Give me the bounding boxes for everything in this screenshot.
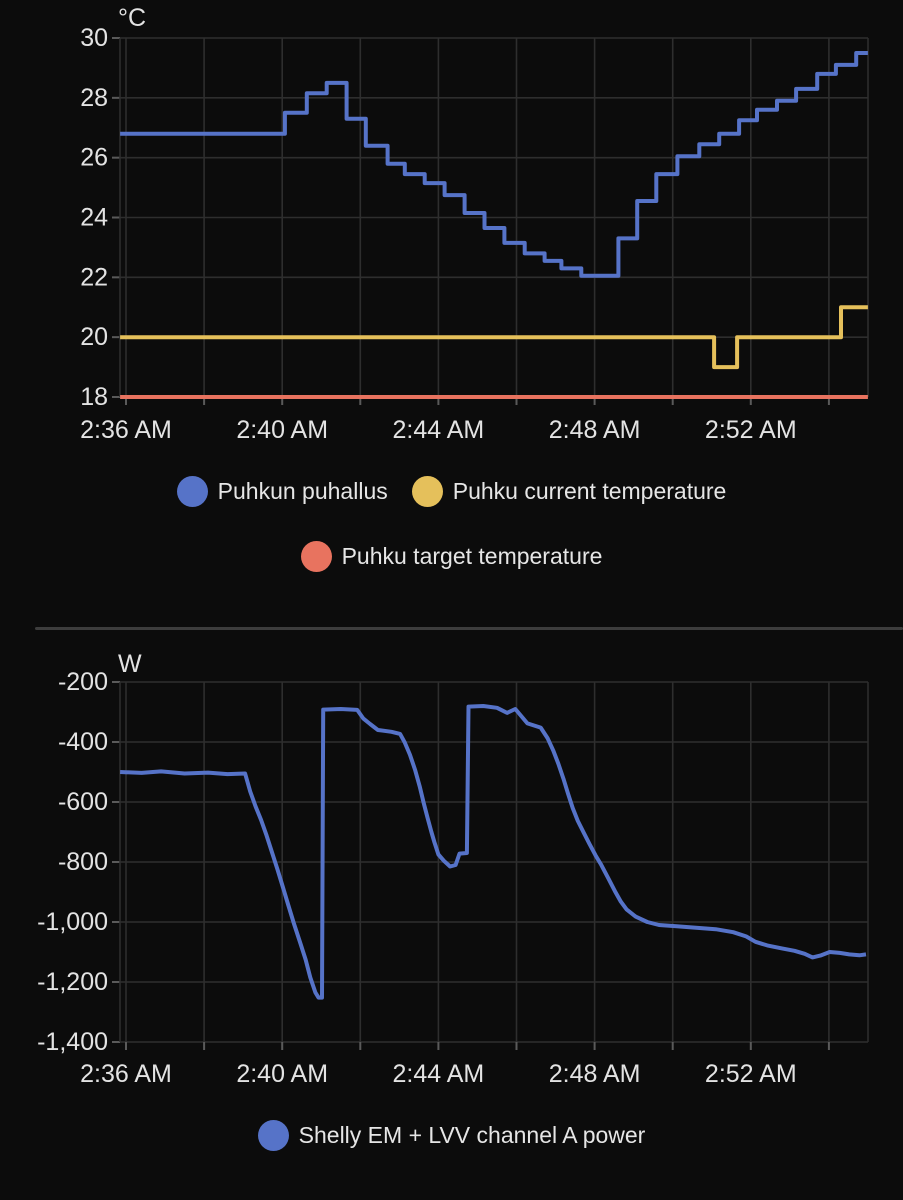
- temperature-legend: Puhkun puhallus Puhku current temperature…: [0, 476, 903, 572]
- x-axis-tick-label: 2:36 AM: [80, 1060, 172, 1088]
- y-axis-tick-label: 24: [80, 204, 108, 232]
- y-axis-tick-label: -1,200: [37, 968, 108, 996]
- legend-item-puhku-current-temperature[interactable]: Puhku current temperature: [411, 476, 727, 507]
- y-axis-tick-label: -1,400: [37, 1028, 108, 1056]
- x-axis-tick-label: 2:44 AM: [393, 1060, 485, 1088]
- x-axis-tick-label: 2:40 AM: [236, 416, 328, 444]
- legend-row: Puhkun puhallus Puhku current temperature: [176, 476, 727, 507]
- y-axis-tick-label: -600: [58, 788, 108, 816]
- y-axis-tick-label: -200: [58, 668, 108, 696]
- x-axis-tick-label: 2:48 AM: [549, 416, 641, 444]
- series-color-dot-icon: [257, 1120, 289, 1151]
- y-axis-tick-label: 22: [80, 263, 108, 291]
- x-axis-tick-label: 2:52 AM: [705, 1060, 797, 1088]
- y-axis-tick-label: 30: [80, 24, 108, 52]
- y-axis-tick-label: 26: [80, 144, 108, 172]
- legend-label: Puhku current temperature: [452, 478, 727, 504]
- x-axis-tick-label: 2:36 AM: [80, 416, 172, 444]
- legend-item-puhkun-puhallus[interactable]: Puhkun puhallus: [176, 476, 388, 507]
- legend-row: Puhku target temperature: [300, 541, 603, 572]
- x-axis-tick-label: 2:40 AM: [236, 1060, 328, 1088]
- power-legend: Shelly EM + LVV channel A power: [0, 1120, 903, 1151]
- x-axis-tick-label: 2:44 AM: [393, 416, 485, 444]
- legend-label: Puhkun puhallus: [217, 478, 388, 504]
- y-axis-tick-label: -1,000: [37, 908, 108, 936]
- temperature-chart: 18 20 22 24 26 28 30 2:36 AM 2:40 AM 2:44 AM 2:48 …: [80, 4, 869, 444]
- y-axis-tick-label: -800: [58, 848, 108, 876]
- x-axis-tick-label: 2:48 AM: [549, 1060, 641, 1088]
- y-axis-tick-label: 28: [80, 84, 108, 112]
- legend-item-puhku-target-temperature[interactable]: Puhku target temperature: [300, 541, 603, 572]
- series-color-dot-icon: [411, 476, 443, 507]
- legend-label: Puhku target temperature: [341, 543, 603, 569]
- legend-item-shelly-em-lvv-channel-a-power[interactable]: Shelly EM + LVV channel A power: [257, 1120, 646, 1151]
- series-color-dot-icon: [300, 541, 332, 572]
- legend-row: Shelly EM + LVV channel A power: [257, 1120, 646, 1151]
- legend-label: Shelly EM + LVV channel A power: [298, 1122, 646, 1148]
- y-axis-tick-label: -400: [58, 728, 108, 756]
- series-color-dot-icon: [176, 476, 208, 507]
- y-axis-unit-label: °C: [118, 4, 146, 32]
- x-axis-tick-label: 2:52 AM: [705, 416, 797, 444]
- y-axis-tick-label: 18: [80, 383, 108, 411]
- series-line-shelly-em-lvv-channel-a-power: [120, 704, 867, 1000]
- y-axis-tick-label: 20: [80, 323, 108, 351]
- series-line-puhkun-puhallus: [120, 51, 868, 278]
- section-divider: [35, 627, 903, 630]
- series-line-puhku-current-temperature: [120, 305, 868, 370]
- y-axis-unit-label: W: [118, 650, 142, 678]
- power-chart: -1,400 -1,200 -1,000 -800 -600 -400 -200 2:36 A…: [37, 650, 869, 1088]
